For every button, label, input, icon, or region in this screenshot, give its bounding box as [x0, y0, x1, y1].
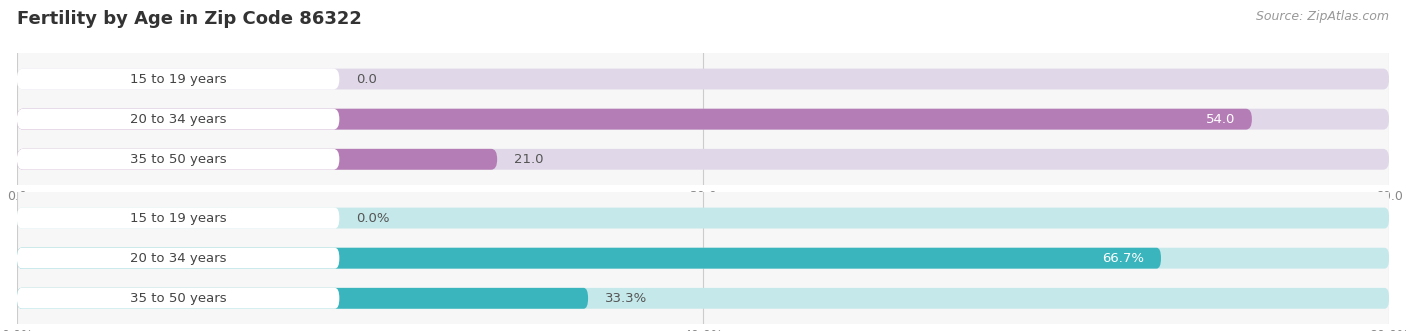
- FancyBboxPatch shape: [17, 288, 588, 309]
- Text: 35 to 50 years: 35 to 50 years: [129, 292, 226, 305]
- FancyBboxPatch shape: [17, 208, 1389, 228]
- Text: 0.0: 0.0: [356, 72, 377, 85]
- Text: 15 to 19 years: 15 to 19 years: [129, 212, 226, 224]
- Text: 66.7%: 66.7%: [1102, 252, 1144, 265]
- FancyBboxPatch shape: [17, 288, 339, 309]
- FancyBboxPatch shape: [17, 248, 339, 269]
- Text: 33.3%: 33.3%: [605, 292, 647, 305]
- Text: 0.0%: 0.0%: [356, 212, 389, 224]
- Text: 21.0: 21.0: [513, 153, 543, 166]
- FancyBboxPatch shape: [17, 288, 1389, 309]
- FancyBboxPatch shape: [17, 109, 339, 130]
- FancyBboxPatch shape: [17, 69, 339, 89]
- Text: 20 to 34 years: 20 to 34 years: [129, 252, 226, 265]
- FancyBboxPatch shape: [17, 109, 1251, 130]
- Text: 20 to 34 years: 20 to 34 years: [129, 113, 226, 126]
- Text: 54.0: 54.0: [1206, 113, 1236, 126]
- FancyBboxPatch shape: [17, 109, 1389, 130]
- FancyBboxPatch shape: [17, 149, 498, 170]
- Text: Fertility by Age in Zip Code 86322: Fertility by Age in Zip Code 86322: [17, 10, 361, 28]
- FancyBboxPatch shape: [17, 248, 1161, 269]
- FancyBboxPatch shape: [17, 69, 1389, 89]
- FancyBboxPatch shape: [17, 208, 339, 228]
- FancyBboxPatch shape: [17, 149, 339, 170]
- Text: 15 to 19 years: 15 to 19 years: [129, 72, 226, 85]
- FancyBboxPatch shape: [17, 149, 1389, 170]
- Text: Source: ZipAtlas.com: Source: ZipAtlas.com: [1256, 10, 1389, 23]
- Text: 35 to 50 years: 35 to 50 years: [129, 153, 226, 166]
- FancyBboxPatch shape: [17, 248, 1389, 269]
